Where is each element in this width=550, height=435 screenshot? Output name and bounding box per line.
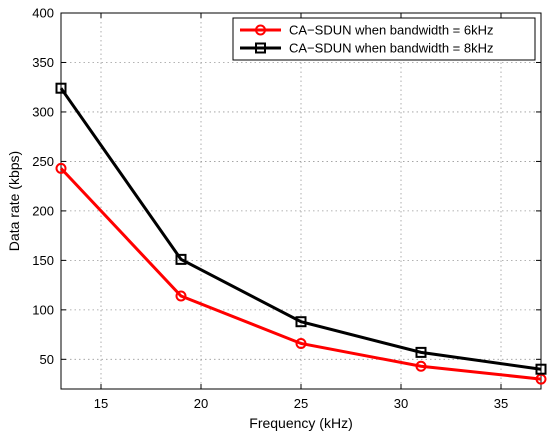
x-axis-label: Frequency (kHz) bbox=[249, 415, 352, 431]
series-2-point bbox=[295, 316, 307, 328]
series-1-point bbox=[295, 337, 307, 349]
x-tick-label: 15 bbox=[94, 396, 108, 411]
y-tick-label: 250 bbox=[32, 154, 54, 169]
legend-swatch-marker bbox=[255, 42, 266, 54]
series-2-point bbox=[175, 253, 187, 265]
series-2-line bbox=[59, 87, 542, 371]
series-1-point bbox=[415, 360, 427, 372]
series-2-point bbox=[415, 346, 427, 358]
x-tick-label: 25 bbox=[294, 396, 308, 411]
legend-box bbox=[232, 17, 536, 61]
series-2-point bbox=[55, 82, 67, 94]
x-tick-label: 35 bbox=[494, 396, 508, 411]
x-tick-label: 20 bbox=[194, 396, 208, 411]
y-tick-label: 100 bbox=[32, 302, 54, 317]
y-tick-label: 400 bbox=[32, 6, 54, 21]
legend: CA−SDUN when bandwidth = 6kHz CA−SDUN whe… bbox=[232, 17, 536, 61]
series-2-point bbox=[535, 363, 547, 375]
legend-entry-label: CA−SDUN when bandwidth = 8kHz bbox=[289, 41, 494, 56]
y-tick-label: 50 bbox=[40, 352, 54, 367]
series-1-point bbox=[55, 162, 67, 174]
series-1 bbox=[55, 162, 547, 385]
legend-swatch-marker bbox=[255, 24, 266, 36]
legend-entry-label: CA−SDUN when bandwidth = 6kHz bbox=[289, 23, 494, 38]
x-tick-label: 30 bbox=[394, 396, 408, 411]
y-axis-label: Data rate (kbps) bbox=[6, 151, 22, 251]
y-tick-label: 300 bbox=[32, 104, 54, 119]
series-1-line bbox=[59, 167, 542, 381]
axis-ticks: 15 20 25 30 35 50 100 150 200 250 300 350 400 bbox=[32, 6, 541, 411]
y-tick-label: 350 bbox=[32, 55, 54, 70]
y-tick-label: 200 bbox=[32, 203, 54, 218]
y-tick-label: 150 bbox=[32, 253, 54, 268]
series-1-point bbox=[175, 290, 187, 302]
series-2 bbox=[55, 82, 547, 375]
data-series bbox=[55, 82, 547, 385]
